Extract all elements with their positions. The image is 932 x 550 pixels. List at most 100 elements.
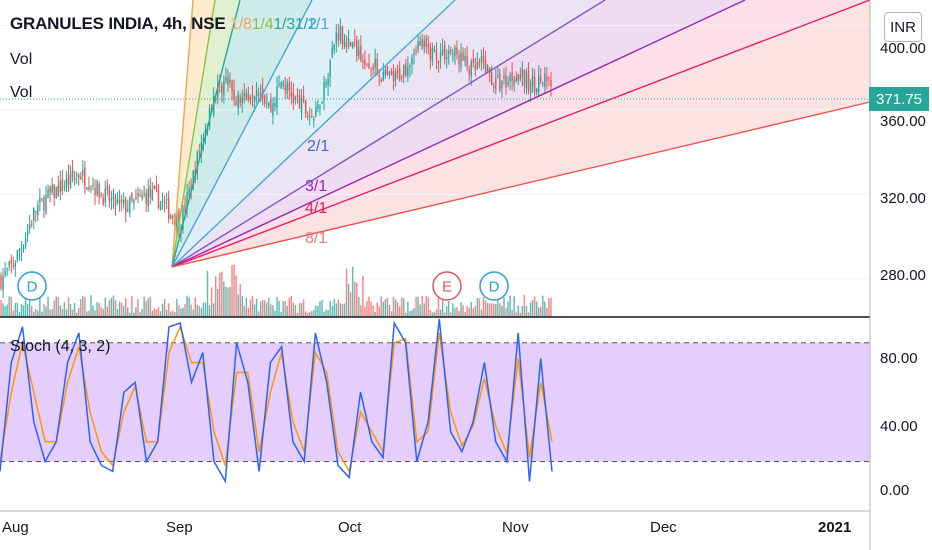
volume-bar xyxy=(243,305,246,317)
candle-body xyxy=(327,78,329,86)
candle-body xyxy=(505,75,507,88)
volume-bar xyxy=(37,310,39,317)
volume-bar xyxy=(535,301,538,317)
volume-bar xyxy=(71,309,74,317)
candle-body xyxy=(431,48,434,61)
volume-legend-1[interactable]: Vol xyxy=(10,51,33,68)
volume-bar xyxy=(419,304,421,317)
candle-body xyxy=(270,99,272,112)
candle-body xyxy=(401,76,403,79)
candle-body xyxy=(188,188,190,195)
volume-bar xyxy=(392,296,395,317)
volume-bar xyxy=(272,305,274,317)
volume-bar xyxy=(525,305,528,317)
volume-bar xyxy=(239,283,241,317)
volume-bar xyxy=(241,295,243,317)
volume-bar xyxy=(533,296,536,317)
candle-body xyxy=(362,60,364,63)
candle-body xyxy=(55,186,57,198)
candle-body xyxy=(394,71,397,80)
candle-body xyxy=(439,53,442,60)
currency-button[interactable]: INR xyxy=(884,12,922,42)
volume-bar xyxy=(427,297,430,317)
candle-body xyxy=(525,72,528,89)
candle-body xyxy=(421,38,423,50)
volume-bar xyxy=(519,312,522,317)
candle-body xyxy=(454,47,456,57)
volume-bar xyxy=(484,300,487,317)
volume-bar xyxy=(182,307,184,317)
candle-body xyxy=(542,83,544,85)
volume-legend-2[interactable]: Vol xyxy=(10,84,33,101)
volume-bar xyxy=(247,308,250,317)
price-tick-280: 280.00 xyxy=(880,267,926,284)
candle-body xyxy=(259,91,262,96)
time-tick-sep: Sep xyxy=(166,519,193,536)
candle-body xyxy=(356,40,358,57)
candle-body xyxy=(386,66,389,75)
candle-body xyxy=(396,71,399,73)
volume-bar xyxy=(456,307,458,317)
candle-body xyxy=(235,100,237,106)
stoch-legend[interactable]: Stoch (4, 3, 2) xyxy=(10,338,111,355)
price-tick-320: 320.00 xyxy=(880,190,926,207)
candle-body xyxy=(501,81,503,89)
volume-bar xyxy=(219,272,221,317)
volume-bar xyxy=(407,301,409,317)
candle-body xyxy=(169,214,172,219)
volume-bar xyxy=(450,312,452,317)
candle-body xyxy=(472,58,475,63)
volume-bar xyxy=(26,303,29,317)
candle-body xyxy=(503,75,505,79)
candle-body xyxy=(16,250,19,260)
candle-body xyxy=(24,238,27,247)
candle-body xyxy=(4,270,6,275)
symbol-label[interactable]: GRANULES INDIA, 4h, NSE xyxy=(10,14,226,33)
candle-body xyxy=(486,64,489,71)
candle-body xyxy=(88,186,90,190)
volume-bar xyxy=(394,299,397,317)
candle-body xyxy=(243,93,246,97)
candle-body xyxy=(403,65,405,77)
volume-bar xyxy=(401,297,403,317)
volume-bar xyxy=(351,266,354,317)
volume-bar xyxy=(468,307,470,317)
volume-bar xyxy=(319,301,321,317)
candle-body xyxy=(441,49,444,54)
volume-bar xyxy=(339,303,342,317)
symbol-title[interactable]: GRANULES INDIA, 4h, NSE 1/81/41/31/2 xyxy=(10,14,317,34)
candle-body xyxy=(51,185,53,193)
volume-bar xyxy=(88,310,90,317)
volume-bar xyxy=(268,297,270,317)
volume-bar xyxy=(96,302,98,317)
volume-bar xyxy=(482,296,485,317)
volume-bar xyxy=(460,302,462,317)
candle-body xyxy=(196,152,199,174)
candle-body xyxy=(239,97,241,103)
candle-body xyxy=(493,86,495,88)
candle-body xyxy=(450,50,452,53)
candle-body xyxy=(513,79,515,85)
volume-bar xyxy=(537,307,540,317)
volume-bar xyxy=(255,298,258,317)
volume-bar xyxy=(57,297,59,317)
candle-body xyxy=(349,42,352,46)
volume-bar xyxy=(325,309,327,317)
candle-body xyxy=(112,193,115,199)
candle-body xyxy=(227,76,229,85)
candle-body xyxy=(129,197,131,214)
volume-bar xyxy=(509,295,511,317)
candle-body xyxy=(519,74,522,79)
volume-bar xyxy=(349,292,352,317)
volume-bar xyxy=(292,302,295,317)
volume-bar xyxy=(106,306,109,317)
volume-bar xyxy=(131,295,133,317)
candle-body xyxy=(141,195,143,199)
candle-body xyxy=(202,138,205,142)
candle-body xyxy=(35,211,37,213)
volume-bar xyxy=(257,311,260,317)
volume-bar xyxy=(429,310,432,317)
volume-bar xyxy=(366,301,368,317)
